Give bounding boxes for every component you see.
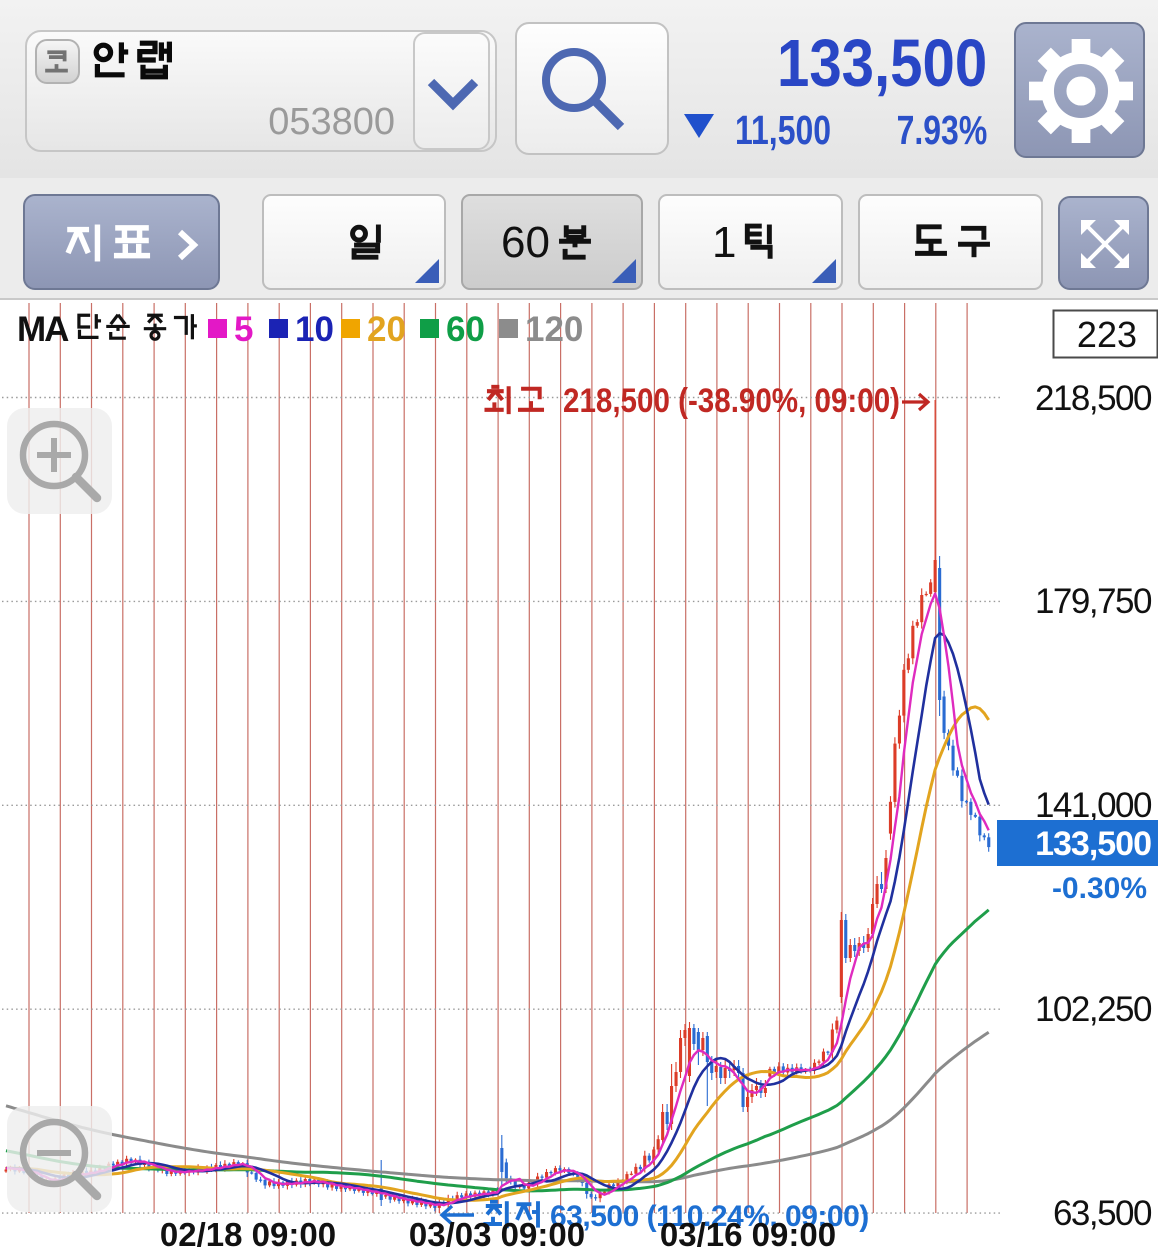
svg-text:120: 120: [525, 310, 583, 349]
svg-text:102,250: 102,250: [1035, 990, 1152, 1029]
svg-text:218,500 (-38.90%, 09:00): 218,500 (-38.90%, 09:00): [563, 382, 900, 420]
svg-text:-0.30%: -0.30%: [1052, 872, 1147, 905]
svg-text:141,000: 141,000: [1035, 786, 1152, 825]
svg-text:218,500: 218,500: [1035, 379, 1152, 418]
svg-text:133,500: 133,500: [1035, 825, 1151, 863]
svg-text:03/16 09:00: 03/16 09:00: [660, 1216, 836, 1253]
svg-text:MA: MA: [17, 310, 69, 349]
svg-text:10: 10: [295, 310, 334, 349]
svg-text:63,500 (110.24%, 09:00): 63,500 (110.24%, 09:00): [550, 1200, 869, 1233]
svg-text:179,750: 179,750: [1035, 582, 1152, 621]
svg-text:60: 60: [446, 310, 485, 349]
svg-text:223: 223: [1077, 314, 1137, 355]
svg-text:02/18 09:00: 02/18 09:00: [160, 1216, 336, 1253]
svg-text:63,500: 63,500: [1053, 1194, 1152, 1233]
svg-text:5: 5: [234, 310, 253, 349]
svg-text:20: 20: [367, 310, 406, 349]
svg-text:03/03 09:00: 03/03 09:00: [409, 1216, 585, 1253]
